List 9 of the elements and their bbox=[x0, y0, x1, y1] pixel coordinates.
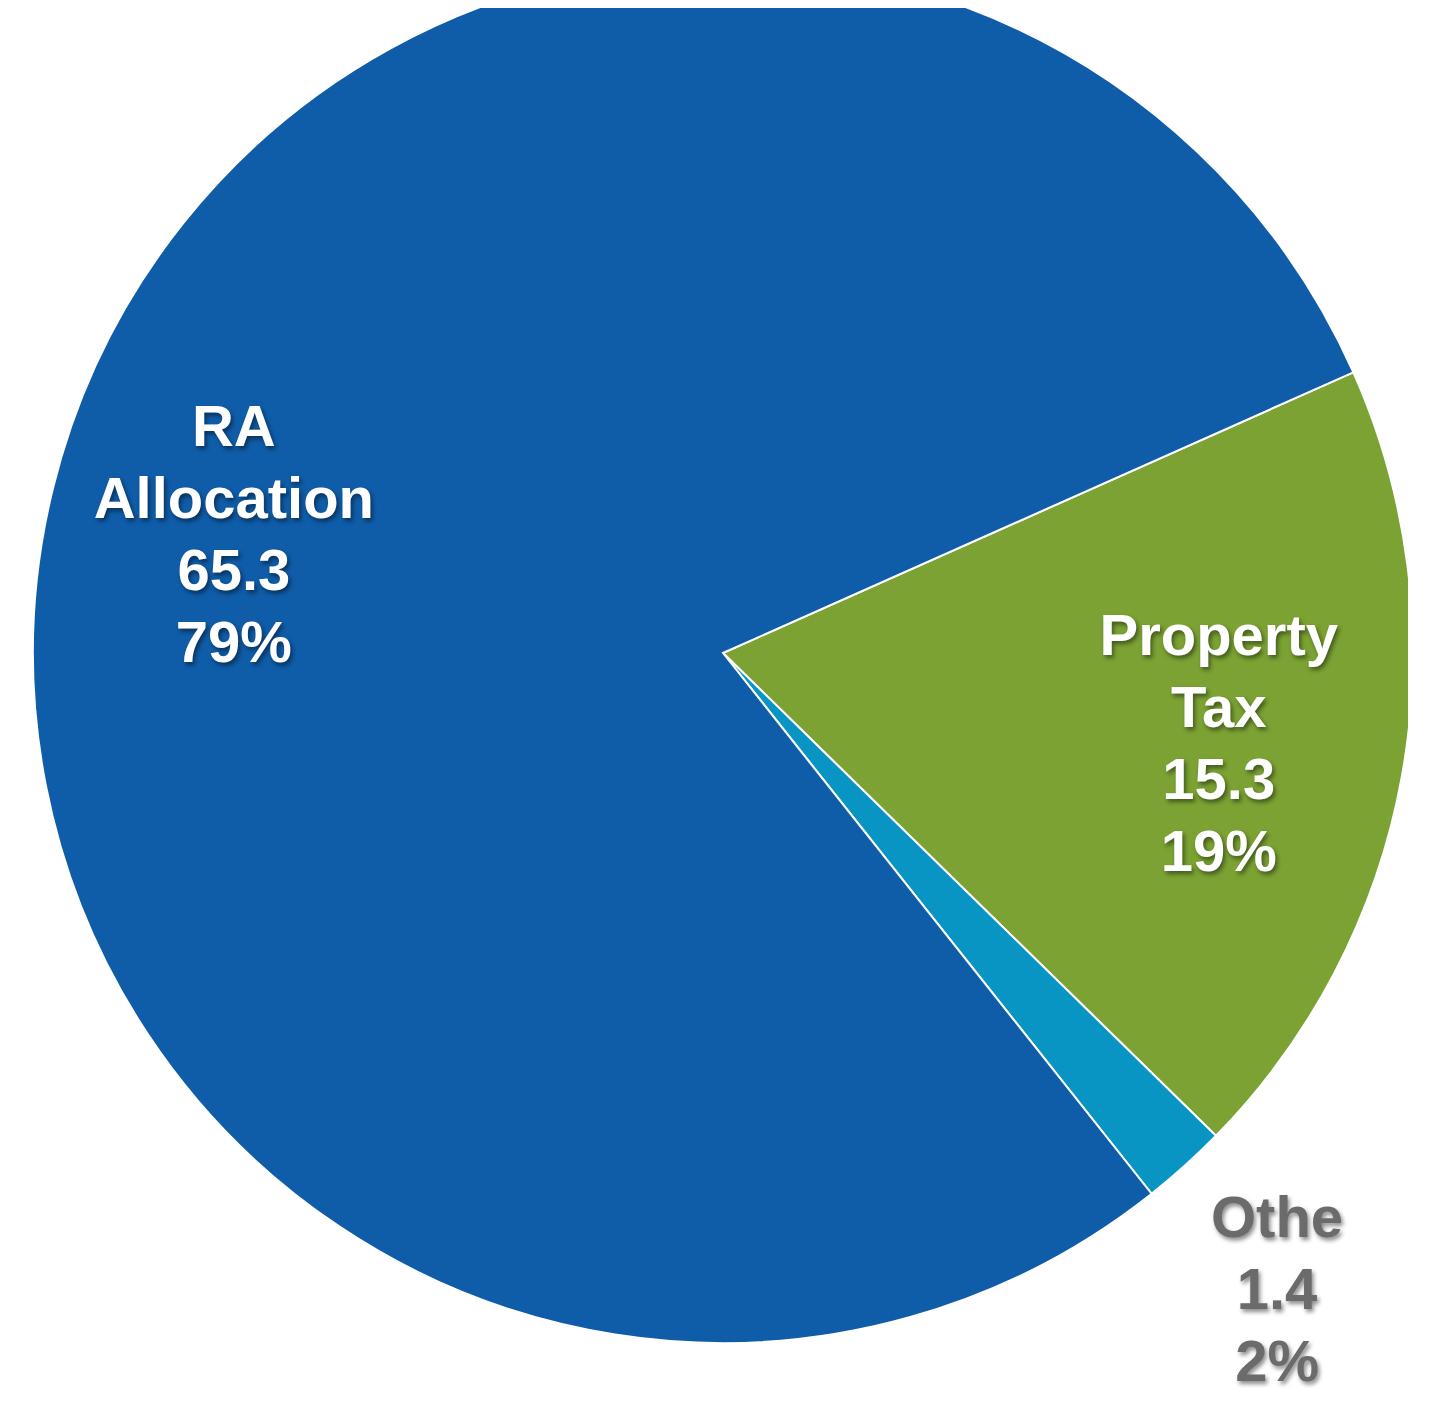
slice-label: Othe bbox=[1210, 1183, 1344, 1249]
slice-label: Property Tax bbox=[1099, 601, 1338, 739]
slice-label: RA Allocation bbox=[93, 392, 375, 530]
text: 1.4 bbox=[1236, 1255, 1318, 1321]
data-label: 79% bbox=[175, 608, 292, 674]
text: 15.3 bbox=[1162, 745, 1276, 811]
data-label: 2% bbox=[1235, 1327, 1319, 1393]
text: 65.3 bbox=[177, 536, 291, 602]
data-label: 19% bbox=[1160, 817, 1277, 883]
